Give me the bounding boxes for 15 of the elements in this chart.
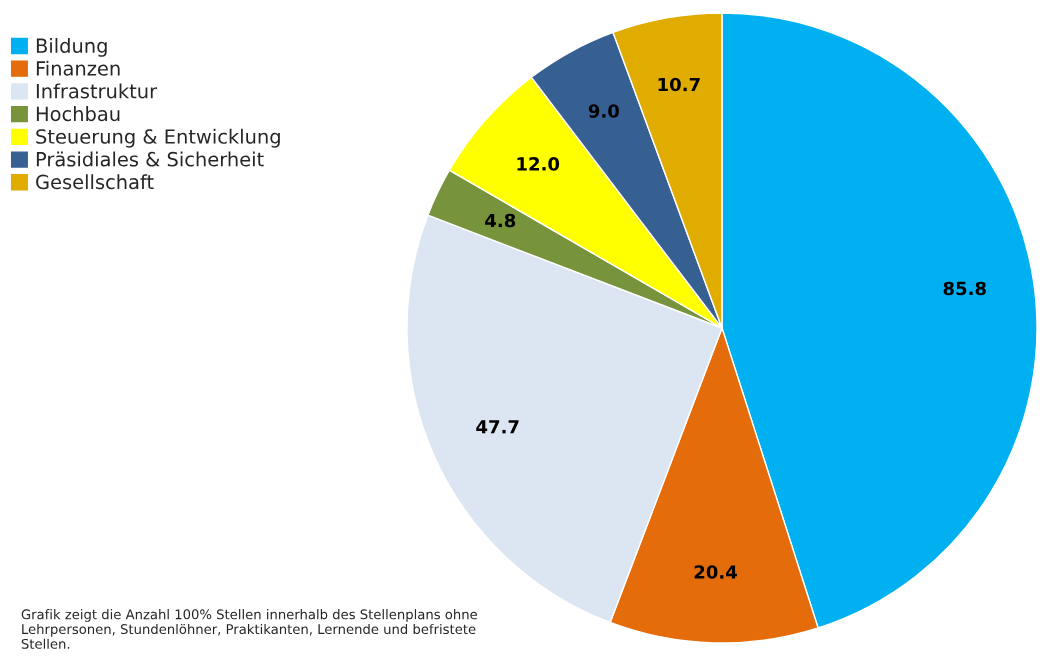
data-label: 85.8: [943, 281, 986, 296]
legend-label: Finanzen: [36, 60, 120, 76]
legend-label: Hochbau: [36, 106, 120, 122]
legend-label: Infrastruktur: [36, 83, 158, 99]
data-label: 47.7: [476, 420, 519, 434]
data-label: 10.7: [658, 77, 700, 92]
data-label: 20.4: [694, 565, 737, 579]
data-label: 9.0: [588, 104, 619, 118]
data-label: 12.0: [517, 157, 560, 171]
legend-label: Steuerung & Entwicklung: [36, 128, 280, 148]
legend-label: Gesellschaft: [36, 174, 154, 190]
text: Grafik zeigt die Anzahl 100% Stellen innerhalb des Stellenplans ohne Lehrpersonen, Stundenlöhner, Praktikanten, Lernende und befristete Stellen.: [21, 609, 478, 649]
data-label: 4.8: [485, 213, 516, 228]
legend-label: Präsidiales & Sicherheit: [36, 151, 264, 167]
legend-label: Bildung: [36, 37, 107, 57]
